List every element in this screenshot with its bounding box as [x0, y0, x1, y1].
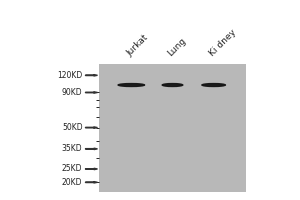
Ellipse shape — [162, 84, 183, 86]
Text: Lung: Lung — [166, 36, 188, 58]
Text: 90KD: 90KD — [62, 88, 82, 97]
Text: 35KD: 35KD — [62, 144, 82, 153]
Ellipse shape — [202, 84, 225, 86]
Text: Ki dney: Ki dney — [207, 28, 238, 58]
Text: 50KD: 50KD — [62, 123, 82, 132]
Text: 20KD: 20KD — [62, 178, 82, 187]
Text: 120KD: 120KD — [57, 71, 83, 80]
Ellipse shape — [118, 84, 145, 86]
Text: Jurkat: Jurkat — [125, 33, 150, 58]
Text: 25KD: 25KD — [62, 164, 82, 173]
